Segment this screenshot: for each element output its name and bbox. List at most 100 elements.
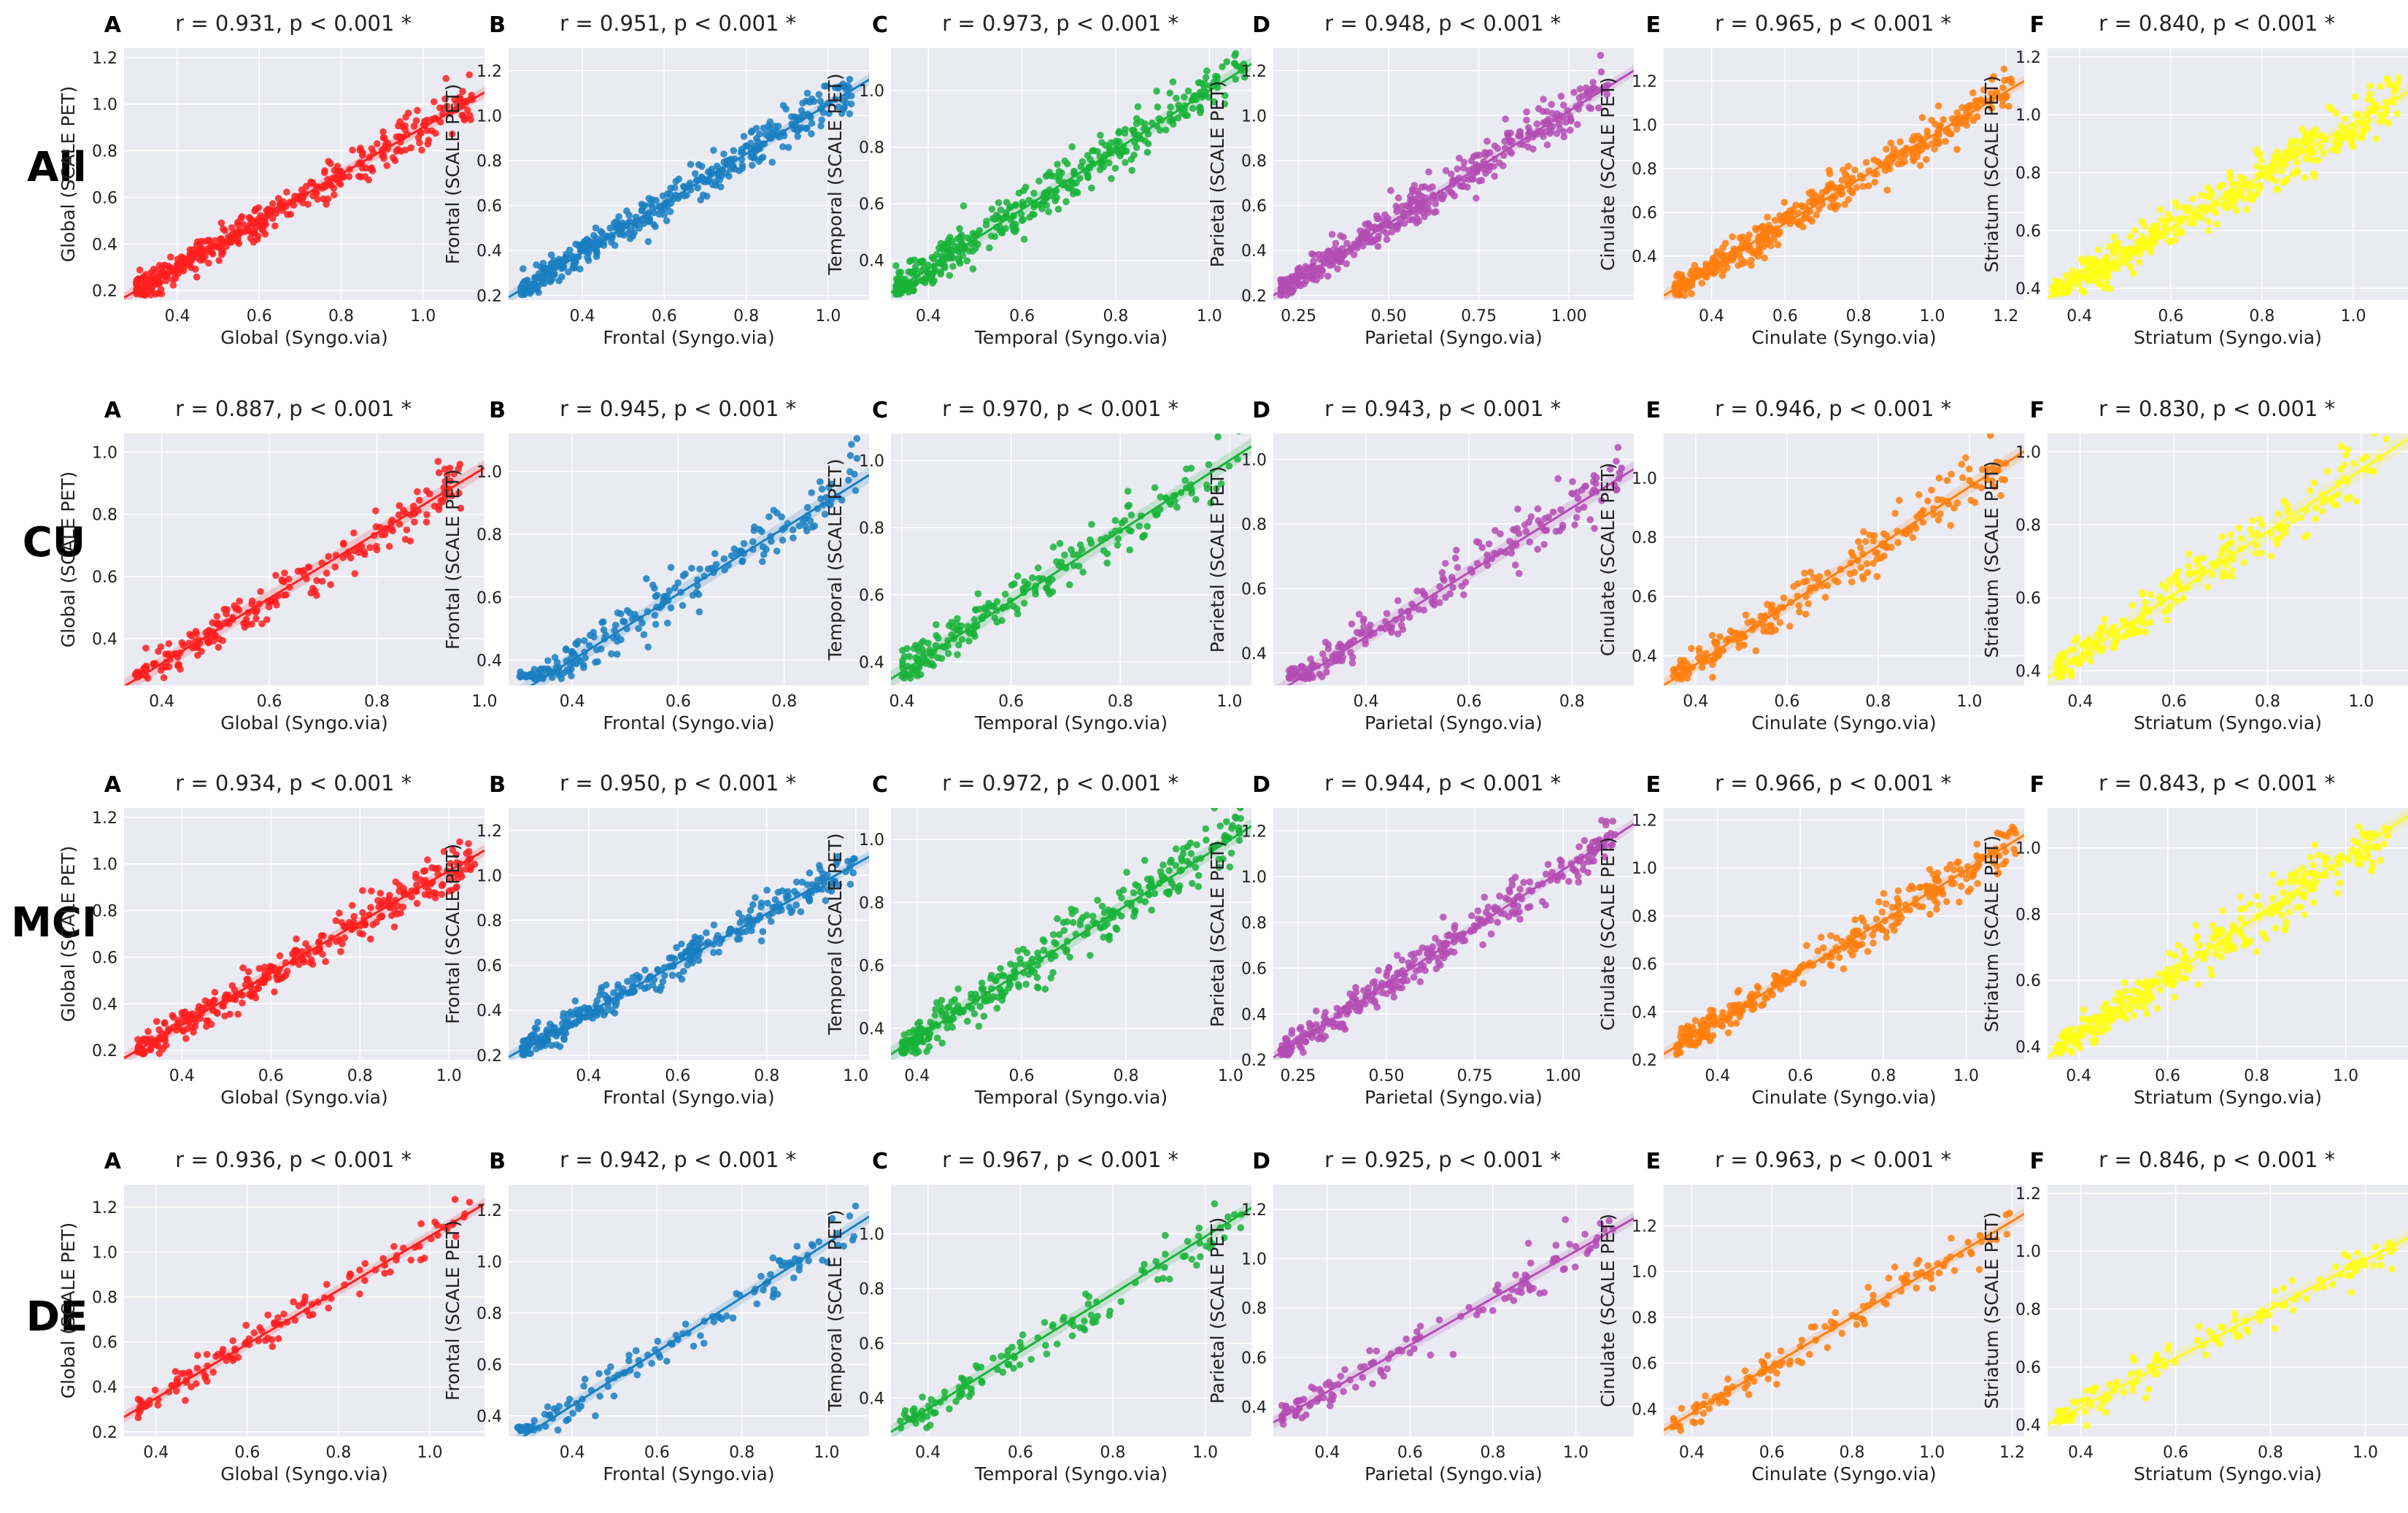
data-point (1121, 147, 1129, 155)
data-point (1962, 454, 1969, 461)
data-point (688, 564, 695, 572)
data-point (257, 212, 264, 220)
data-point (691, 170, 699, 177)
data-point (2333, 427, 2340, 434)
data-point (1192, 496, 1200, 504)
y-tick-label: 0.4 (859, 654, 884, 672)
data-point (1873, 170, 1880, 178)
data-point (2122, 259, 2130, 266)
data-point (1061, 157, 1068, 165)
data-point (385, 542, 393, 550)
data-point (1838, 190, 1846, 198)
data-point (1784, 212, 1791, 219)
data-point (361, 173, 369, 180)
data-point (675, 971, 683, 979)
data-point (219, 248, 227, 256)
panel-cu-c: 0.4 0.6 0.8 1.00.40.60.81.0C r = 0.970, p < … (825, 396, 1251, 734)
data-point (414, 488, 421, 496)
data-point (2247, 525, 2255, 534)
data-point (2333, 134, 2341, 141)
data-point (221, 227, 229, 234)
x-tick-label: 1.2 (1993, 307, 2018, 326)
data-point (1935, 474, 1943, 482)
x-axis-label: Frontal (Syngo.via) (603, 712, 774, 734)
data-point (563, 250, 570, 258)
data-point (784, 144, 792, 151)
data-point (1775, 241, 1782, 249)
data-point (431, 98, 438, 106)
data-point (1677, 657, 1684, 664)
data-point (2256, 515, 2264, 523)
data-point (2377, 111, 2385, 119)
data-point (2100, 615, 2108, 623)
data-point (1183, 465, 1190, 473)
data-point (1343, 239, 1351, 247)
panel-all-b: 0.4 0.6 0.8 1.00.20.40.60.81.01.2B r = 0.951… (442, 11, 869, 348)
data-point (1891, 509, 1899, 517)
x-tick-label: 1.0 (2348, 693, 2374, 711)
data-point (2307, 487, 2314, 494)
data-point (837, 82, 844, 90)
data-point (2318, 507, 2326, 515)
data-point (436, 104, 444, 112)
data-point (205, 639, 213, 647)
y-tick-label: 0.4 (92, 631, 117, 649)
data-point (817, 122, 825, 130)
data-point (1320, 251, 1327, 258)
x-tick-label: 0.6 (665, 1067, 690, 1085)
data-point (1999, 84, 2007, 91)
data-point (1724, 263, 1731, 272)
y-tick-label: 0.8 (476, 912, 502, 931)
data-point (787, 113, 795, 120)
data-point (521, 290, 528, 299)
panel-cu-a: 0.4 0.6 0.8 1.00.40.60.81.0A r = 0.887, p < … (58, 396, 498, 734)
data-point (2258, 156, 2265, 164)
panel-title: r = 0.948, p < 0.001 * (1324, 11, 1561, 36)
data-point (211, 988, 219, 996)
data-point (695, 161, 703, 169)
data-point (641, 201, 649, 209)
data-point (1460, 182, 1467, 190)
data-point (2243, 206, 2250, 213)
data-point (1205, 93, 1213, 101)
data-point (648, 202, 656, 210)
data-point (708, 166, 716, 173)
x-tick-label: 0.4 (904, 1067, 930, 1085)
regression-line (124, 91, 485, 299)
data-point (1481, 149, 1489, 156)
data-point (1540, 133, 1547, 140)
data-point (1871, 178, 1878, 186)
data-point (1068, 179, 1075, 187)
data-point (413, 900, 421, 907)
data-point (2102, 280, 2110, 288)
data-point (667, 563, 675, 571)
data-point (560, 1009, 567, 1017)
data-point (234, 220, 242, 228)
x-tick-label: 0.8 (2255, 693, 2280, 711)
x-tick-label: 0.6 (257, 693, 282, 711)
data-point (925, 274, 933, 282)
x-tick-label: 1.0 (1217, 693, 1243, 711)
data-point (1569, 478, 1576, 485)
data-point (935, 245, 943, 252)
data-point (448, 130, 456, 138)
data-point (1870, 156, 1878, 163)
data-point (695, 608, 703, 616)
data-point (1066, 581, 1073, 588)
data-point (2320, 150, 2327, 158)
data-point (323, 569, 331, 577)
data-point (1143, 523, 1151, 530)
y-tick-label: 1.2 (476, 63, 502, 81)
data-point (323, 201, 331, 208)
data-point (2003, 93, 2010, 100)
data-point (443, 471, 451, 479)
data-point (1173, 94, 1180, 102)
data-point (1845, 163, 1852, 170)
data-point (625, 229, 632, 237)
data-point (2127, 263, 2134, 271)
data-point (573, 641, 581, 648)
data-point (1851, 166, 1859, 174)
data-point (683, 191, 690, 199)
y-tick-label: 0.4 (476, 1002, 502, 1020)
data-point (995, 199, 1003, 207)
